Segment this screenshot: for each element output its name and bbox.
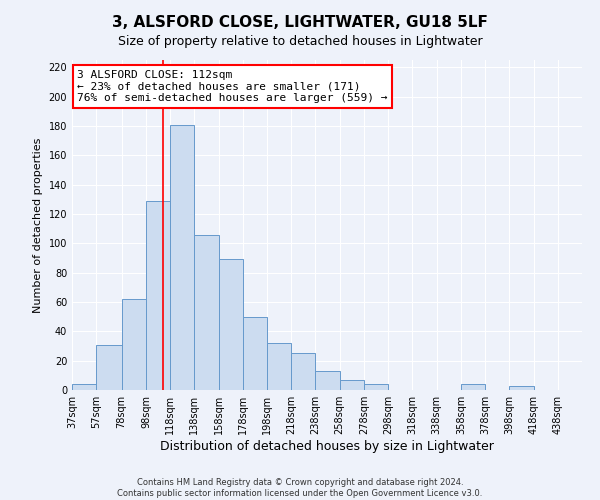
- Bar: [218, 260, 243, 390]
- Bar: [122, 299, 146, 390]
- Bar: [146, 201, 170, 390]
- Bar: [194, 234, 218, 390]
- Bar: [291, 354, 316, 390]
- Bar: [267, 343, 291, 390]
- Bar: [509, 386, 533, 390]
- Bar: [316, 371, 340, 390]
- Text: 3, ALSFORD CLOSE, LIGHTWATER, GU18 5LF: 3, ALSFORD CLOSE, LIGHTWATER, GU18 5LF: [112, 15, 488, 30]
- Bar: [243, 316, 267, 390]
- Bar: [96, 344, 122, 390]
- Bar: [170, 124, 194, 390]
- Y-axis label: Number of detached properties: Number of detached properties: [33, 138, 43, 312]
- X-axis label: Distribution of detached houses by size in Lightwater: Distribution of detached houses by size …: [160, 440, 494, 453]
- Text: Contains HM Land Registry data © Crown copyright and database right 2024.
Contai: Contains HM Land Registry data © Crown c…: [118, 478, 482, 498]
- Text: Size of property relative to detached houses in Lightwater: Size of property relative to detached ho…: [118, 35, 482, 48]
- Bar: [364, 384, 388, 390]
- Bar: [340, 380, 364, 390]
- Bar: [72, 384, 96, 390]
- Bar: [461, 384, 485, 390]
- Text: 3 ALSFORD CLOSE: 112sqm
← 23% of detached houses are smaller (171)
76% of semi-d: 3 ALSFORD CLOSE: 112sqm ← 23% of detache…: [77, 70, 388, 103]
